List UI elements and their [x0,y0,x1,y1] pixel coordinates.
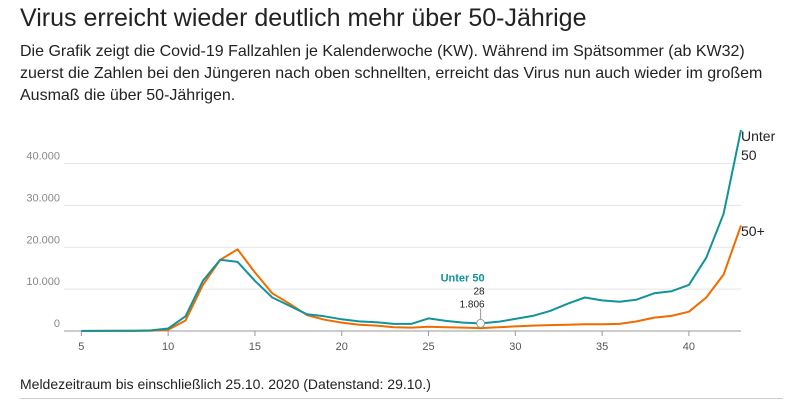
chart-title: Virus erreicht wieder deutlich mehr über… [20,4,587,32]
series-line-under50 [81,129,742,332]
tooltip-value: 1.806 [460,299,485,310]
y-tick-label: 10.000 [26,276,60,288]
tooltip-series-name: Unter 50 [441,272,485,284]
grid-layer [64,163,741,290]
series-label-under50-line2: 50 [741,147,757,163]
x-tick-label: 15 [249,341,261,353]
bottom-divider [20,398,783,399]
x-tick-label: 40 [683,341,695,353]
axis-layer: 0 10.000 20.000 30.000 40.000 5 10 15 20 25 30 35 40 [26,151,741,353]
series-layer [81,129,742,332]
x-tick-label: 30 [509,341,521,353]
y-tick-label: 40.000 [26,151,60,163]
x-tick-label: 35 [596,341,608,353]
x-tick-label: 5 [78,341,84,353]
y-tick-label: 0 [54,318,60,330]
x-tick-label: 25 [422,341,434,353]
tooltip-week: 28 [473,286,485,297]
x-tick-label: 10 [162,341,174,353]
hover-tooltip: Unter 50 28 1.806 [441,272,486,328]
series-label-under50: Unter [741,128,776,144]
data-source-note: Meldezeitraum bis einschließlich 25.10. … [20,376,431,392]
series-label-over50: 50+ [741,223,765,239]
series-line-over50 [81,225,742,332]
y-tick-label: 30.000 [26,192,60,204]
y-tick-label: 20.000 [26,234,60,246]
hover-marker [476,318,486,328]
chart-description: Die Grafik zeigt die Covid-19 Fallzahlen… [20,43,763,104]
x-tick-label: 20 [336,341,348,353]
line-chart: 0 10.000 20.000 30.000 40.000 5 10 15 20 25 30 35 40… [26,128,776,353]
